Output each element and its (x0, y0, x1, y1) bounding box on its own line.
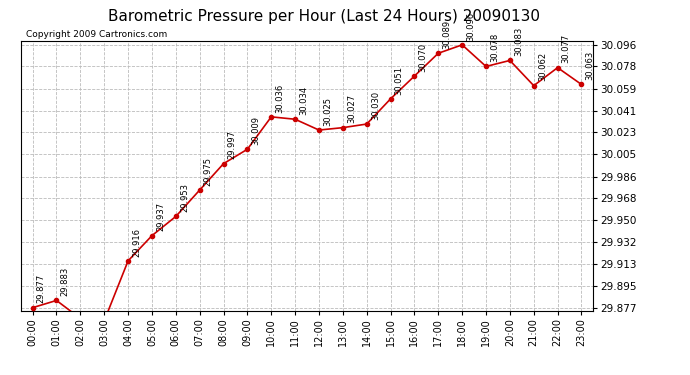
Text: 29.937: 29.937 (156, 202, 165, 231)
Text: 30.063: 30.063 (586, 51, 595, 80)
Text: 29.868: 29.868 (0, 374, 1, 375)
Text: 30.096: 30.096 (466, 12, 475, 40)
Text: 29.916: 29.916 (132, 228, 141, 256)
Text: Barometric Pressure per Hour (Last 24 Hours) 20090130: Barometric Pressure per Hour (Last 24 Ho… (108, 9, 540, 24)
Text: 30.077: 30.077 (562, 34, 571, 63)
Text: 30.036: 30.036 (275, 83, 284, 112)
Text: 29.997: 29.997 (228, 130, 237, 159)
Text: 30.070: 30.070 (419, 43, 428, 72)
Text: 30.027: 30.027 (347, 94, 356, 123)
Text: 29.975: 29.975 (204, 157, 213, 186)
Text: 30.034: 30.034 (299, 86, 308, 115)
Text: 30.062: 30.062 (538, 53, 547, 81)
Text: 30.009: 30.009 (252, 116, 261, 145)
Text: 29.953: 29.953 (180, 183, 189, 212)
Text: 30.030: 30.030 (371, 91, 380, 120)
Text: 30.083: 30.083 (514, 27, 523, 56)
Text: 30.025: 30.025 (323, 97, 332, 126)
Text: 29.883: 29.883 (61, 267, 70, 296)
Text: 30.078: 30.078 (490, 33, 499, 62)
Text: 29.866: 29.866 (0, 374, 1, 375)
Text: 30.089: 30.089 (442, 20, 451, 49)
Text: 29.877: 29.877 (37, 274, 46, 303)
Text: Copyright 2009 Cartronics.com: Copyright 2009 Cartronics.com (26, 30, 168, 39)
Text: 30.051: 30.051 (395, 66, 404, 94)
